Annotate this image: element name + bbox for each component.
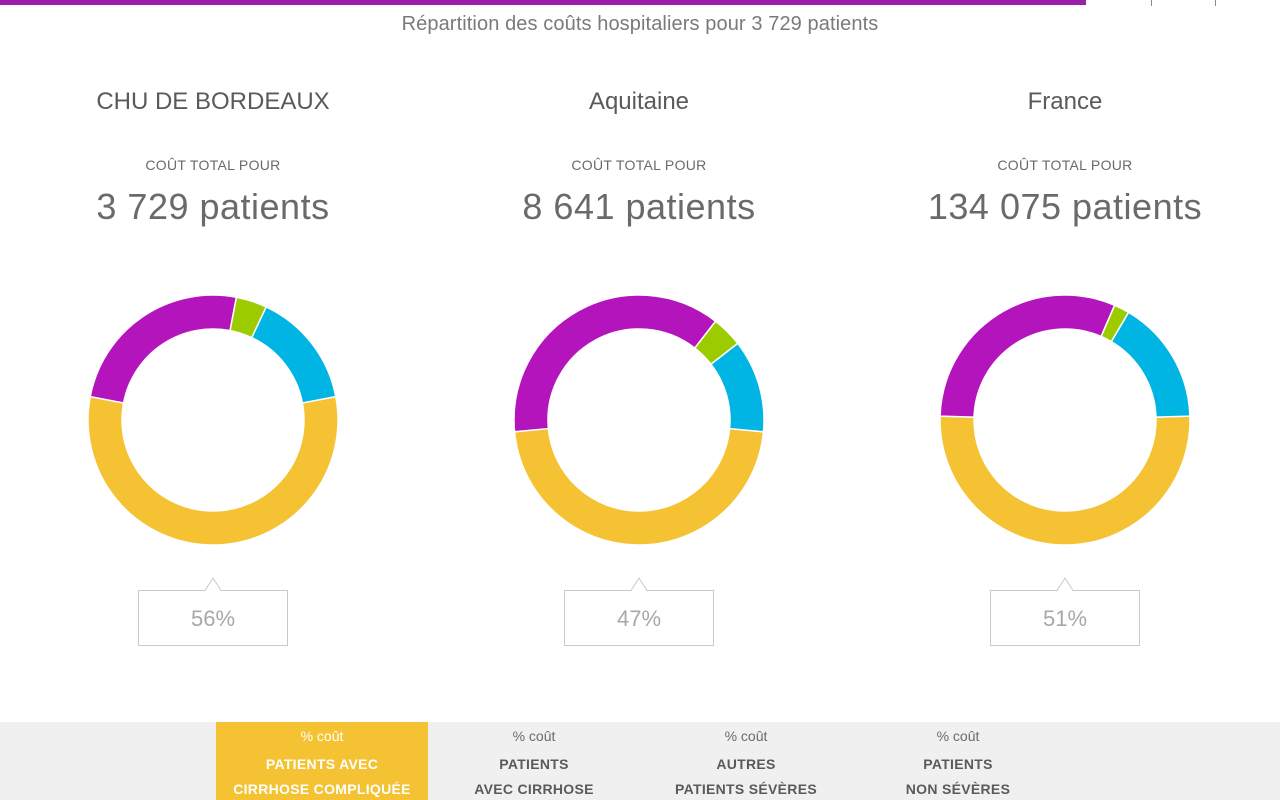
region-panel: France COÛT TOTAL POUR 134 075 patients … [852,0,1278,660]
slice-cirrhose[interactable] [89,294,238,404]
slice-cirrhose[interactable] [513,294,717,433]
legend-label-line2: PATIENTS SÉVÈRES [675,781,817,797]
patient-count: 3 729 patients [96,186,330,227]
cost-label: COÛT TOTAL POUR [145,157,281,173]
percentage-value: 56% [190,606,236,631]
slice-cirrhose[interactable] [939,294,1116,418]
region-panel: CHU DE BORDEAUX COÛT TOTAL POUR 3 729 pa… [0,0,426,660]
donut-chart[interactable] [939,294,1191,546]
donut-chart[interactable] [87,294,339,546]
slice-non-severes[interactable] [1110,311,1191,418]
percentage-value: 47% [616,606,662,631]
legend-label-line1: PATIENTS AVEC [265,756,379,772]
legend-metric-label: % coût [512,728,556,744]
legend-tab-autres-severes[interactable]: % coût AUTRES PATIENTS SÉVÈRES [640,722,852,800]
header-accent-bar [0,0,1086,5]
region-panel: Aquitaine COÛT TOTAL POUR 8 641 patients… [426,0,852,660]
legend-label-line1: PATIENTS [923,756,993,772]
patient-count: 134 075 patients [927,186,1203,227]
cost-label: COÛT TOTAL POUR [997,157,1133,173]
region-title: France [1027,88,1103,115]
percentage-callout [990,577,1140,646]
legend-label-line1: PATIENTS [499,756,569,772]
legend-metric-label: % coût [724,728,768,744]
region-title: CHU DE BORDEAUX [96,88,330,115]
legend-label-line1: AUTRES [716,756,776,772]
legend-metric-label: % coût [300,728,344,744]
legend-label-line2: AVEC CIRRHOSE [474,781,594,797]
cost-label: COÛT TOTAL POUR [571,157,707,173]
legend-bar: % coût PATIENTS AVEC CIRRHOSE COMPLIQUÉE… [0,722,1280,800]
legend-tab-cirrhose[interactable]: % coût PATIENTS AVEC CIRRHOSE [428,722,640,800]
legend-label-line2: NON SÉVÈRES [905,781,1011,797]
page-subtitle: Répartition des coûts hospitaliers pour … [401,13,879,35]
header-divider [1151,0,1152,6]
legend-metric-label: % coût [936,728,980,744]
header-divider [1215,0,1216,6]
slice-non-severes[interactable] [250,305,337,404]
legend-label-line2: CIRRHOSE COMPLIQUÉE [233,781,411,797]
region-title: Aquitaine [588,88,690,115]
percentage-value: 51% [1042,606,1088,631]
legend-tab-cirrhose-compliquee[interactable]: % coût PATIENTS AVEC CIRRHOSE COMPLIQUÉE [216,722,428,800]
slice-cirrhose-compliquee[interactable] [939,415,1191,546]
patient-count: 8 641 patients [522,186,756,227]
percentage-callout [138,577,288,646]
legend-tab-non-severes[interactable]: % coût PATIENTS NON SÉVÈRES [852,722,1064,800]
percentage-callout [564,577,714,646]
slice-non-severes[interactable] [709,342,765,433]
slice-cirrhose-compliquee[interactable] [513,427,765,546]
slice-cirrhose-compliquee[interactable] [87,395,339,546]
donut-chart[interactable] [513,294,765,546]
